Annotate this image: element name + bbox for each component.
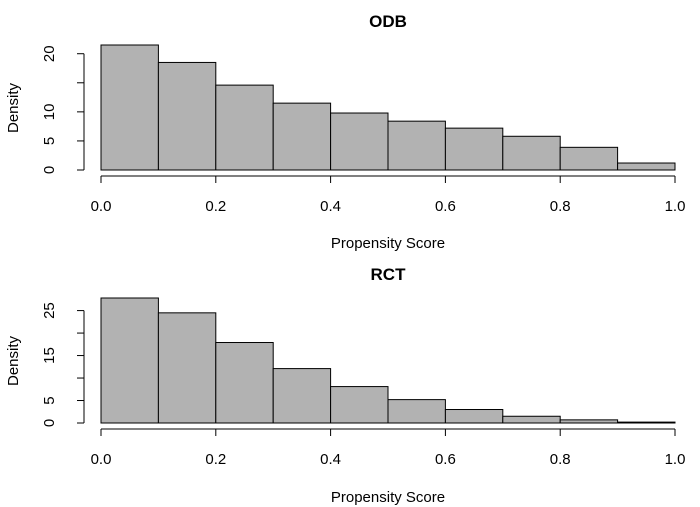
histogram-bar xyxy=(272,368,332,424)
histogram-bar xyxy=(215,342,274,424)
x-tick-label: 0.4 xyxy=(320,198,341,215)
histogram-bar xyxy=(617,162,676,171)
histogram-bar xyxy=(444,127,504,171)
x-tick-label: 0.2 xyxy=(205,451,226,468)
x-axis: 0.0 0.2 0.4 0.6 0.8 1.0 xyxy=(91,428,686,468)
x-tick-label: 0.0 xyxy=(91,198,112,215)
histogram-bar xyxy=(100,44,159,171)
x-tick-label: 0.0 xyxy=(91,451,112,468)
y-tick-label: 0 xyxy=(41,419,58,427)
x-tick-label: 0.6 xyxy=(435,198,456,215)
histogram-bar xyxy=(157,61,217,171)
y-axis-label: Density xyxy=(5,335,22,386)
histogram-bar xyxy=(559,419,619,424)
histogram-bar xyxy=(502,135,561,171)
x-tick-label: 1.0 xyxy=(665,198,686,215)
y-tick-label: 10 xyxy=(41,104,58,121)
histogram-bar xyxy=(387,120,446,171)
chart-title: ODB xyxy=(369,12,407,31)
x-tick-label: 0.6 xyxy=(435,451,456,468)
y-axis: 0 5 15 25 xyxy=(41,302,85,427)
x-tick-label: 0.8 xyxy=(550,198,571,215)
histogram-bar xyxy=(157,312,217,424)
histogram-bar xyxy=(215,84,274,171)
histogram-bar xyxy=(100,297,159,424)
bars xyxy=(100,44,676,171)
y-tick-label: 25 xyxy=(41,302,58,319)
y-tick-label: 5 xyxy=(41,137,58,145)
histogram-panel-rct: RCT Density Propensity Score 0.0 0.2 0.4 0.… xyxy=(5,265,685,506)
y-tick-label: 5 xyxy=(41,396,58,404)
y-tick-label: 0 xyxy=(41,166,58,174)
bars xyxy=(100,297,676,424)
histogram-bar xyxy=(444,409,504,424)
histogram-bar xyxy=(617,421,676,424)
chart-title: RCT xyxy=(371,265,407,284)
histogram-bar xyxy=(387,399,446,424)
histogram-bar xyxy=(272,102,332,171)
y-axis-label: Density xyxy=(5,82,22,133)
y-tick-label: 20 xyxy=(41,45,58,62)
x-tick-label: 0.2 xyxy=(205,198,226,215)
x-tick-label: 0.4 xyxy=(320,451,341,468)
histogram-bar xyxy=(330,112,389,171)
x-axis-label: Propensity Score xyxy=(331,235,445,252)
y-axis: 0 5 10 20 xyxy=(41,45,85,174)
y-tick-label: 15 xyxy=(41,347,58,364)
histogram-bar xyxy=(330,386,389,424)
x-axis-label: Propensity Score xyxy=(331,489,445,506)
histogram-panel-odb: ODB Density Propensity Score 0.0 0.2 0.4 0.… xyxy=(5,12,685,252)
histogram-bar xyxy=(559,146,619,171)
histogram-bar xyxy=(502,415,561,424)
x-axis: 0.0 0.2 0.4 0.6 0.8 1.0 xyxy=(91,175,686,215)
x-tick-label: 0.8 xyxy=(550,451,571,468)
x-tick-label: 1.0 xyxy=(665,451,686,468)
